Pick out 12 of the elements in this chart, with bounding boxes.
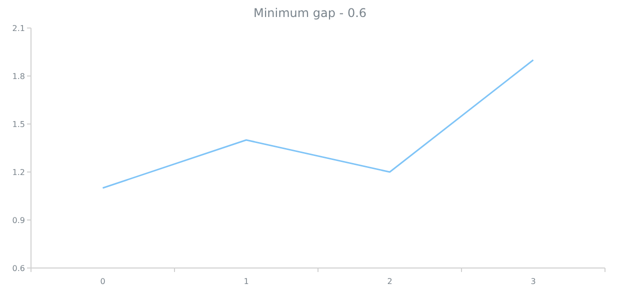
x-tick-label: 0 — [100, 277, 106, 286]
y-tick-label: 2.1 — [12, 24, 25, 33]
x-tick-label: 1 — [244, 277, 249, 286]
y-tick-label: 0.6 — [12, 264, 25, 273]
y-tick-label: 1.5 — [12, 120, 25, 129]
x-tick-label: 2 — [387, 277, 392, 286]
x-tick-label: 3 — [530, 277, 536, 286]
line-series — [102, 59, 534, 189]
y-tick-label: 1.2 — [12, 168, 25, 177]
y-tick-label: 0.9 — [12, 216, 25, 225]
chart-title: Minimum gap - 0.6 — [253, 6, 367, 20]
y-tick-label: 1.8 — [12, 72, 25, 81]
